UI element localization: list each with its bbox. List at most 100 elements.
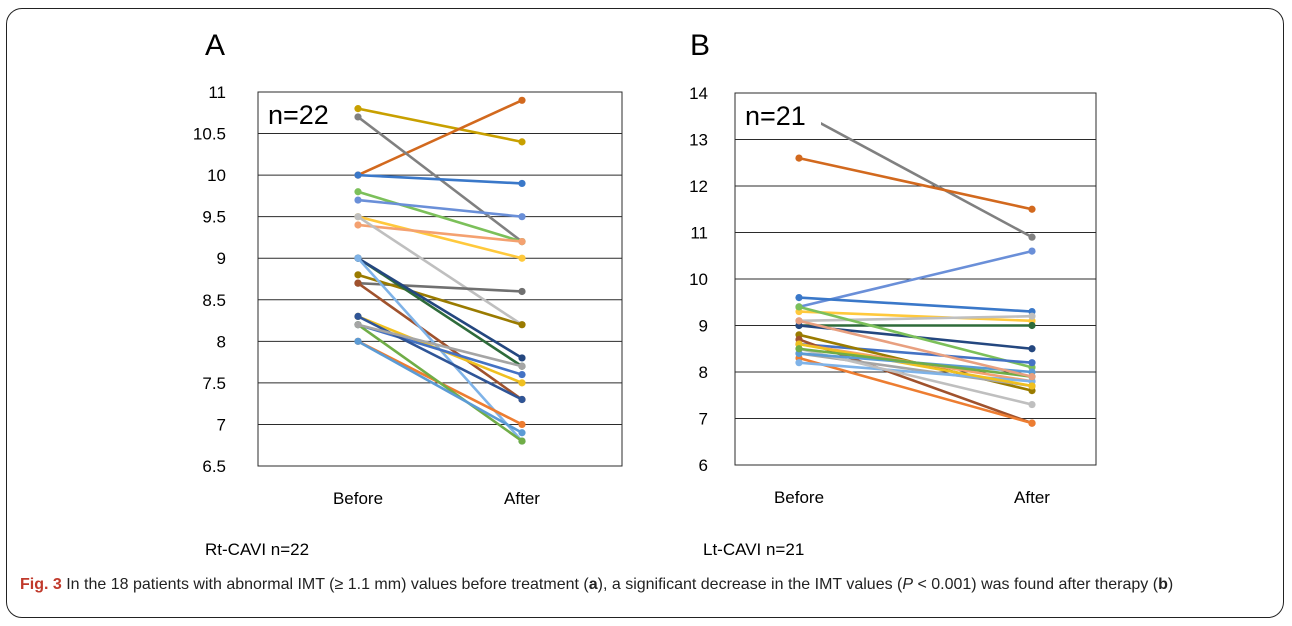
panel-a-data-point — [354, 171, 362, 179]
panel-a-y-tick-label: 8 — [217, 332, 226, 351]
panel-a-series-line — [357, 323, 523, 376]
panel-b-data-point — [795, 317, 803, 325]
panel-b-series-line — [798, 156, 1033, 211]
panel-b-series-line — [798, 342, 1033, 388]
panel-a-data-point — [354, 113, 362, 121]
panel-b-x-tick-label: After — [1014, 488, 1050, 507]
panel-a-series-line — [357, 190, 523, 243]
panel-a-series-line — [357, 223, 523, 243]
panel-b-annotation-bg — [741, 97, 821, 133]
panel-b-data-point — [1028, 419, 1036, 427]
panel-a-series-line — [357, 107, 523, 144]
panel-a-y-tick-label: 7 — [217, 415, 226, 434]
panel-a-n-annotation: n=22 — [268, 100, 329, 130]
panel-a-series-line — [357, 173, 523, 185]
panel-a-data-point — [518, 287, 526, 296]
panel-a-y-tick-label: 7.5 — [202, 374, 226, 393]
panel-a-data-point — [518, 254, 526, 262]
caption-ref-b: b — [1158, 576, 1168, 593]
panel-a-y-tick-label: 10 — [207, 166, 226, 185]
panel-a-series-line — [357, 198, 523, 218]
panel-b-data-point — [795, 294, 803, 302]
panel-b-data-point — [1028, 359, 1036, 367]
panel-a-data-point — [518, 395, 526, 404]
panel-b-y-tick-label: 9 — [699, 317, 708, 336]
panel-b-data-point — [1028, 321, 1036, 330]
panel-a-y-tick-label: 10.5 — [193, 125, 226, 144]
panel-b-y-tick-label: 8 — [699, 363, 708, 382]
panel-a-x-tick-label: After — [504, 489, 540, 508]
panel-a-annotation-bg — [264, 96, 344, 132]
panel-b-series-line — [798, 356, 1033, 425]
panel-b-series-line — [798, 319, 1033, 378]
figure-caption: Fig. 3 In the 18 patients with abnormal … — [20, 574, 1270, 596]
panel-b-y-tick-label: 12 — [689, 177, 708, 196]
panel-a-series-line — [357, 323, 523, 368]
panel-b-y-tick-label: 6 — [699, 456, 708, 475]
panel-a-subtitle: Rt-CAVI n=22 — [205, 540, 310, 559]
panel-b-data-point — [1028, 312, 1036, 320]
panel-a-series-line — [357, 340, 523, 434]
panel-a-plot-area — [257, 91, 623, 467]
panel-a-letter: A — [205, 29, 225, 62]
panel-a-y-tick-label: 8.5 — [202, 291, 226, 310]
panel-a-data-point — [518, 138, 526, 146]
panel-a-data-point — [354, 213, 362, 221]
panel-a-series-line — [357, 315, 523, 401]
panel-b-plot-area — [734, 92, 1097, 466]
panel-b-data-point — [795, 359, 803, 367]
figure-frame — [6, 8, 1284, 618]
panel-b-series-line — [798, 310, 1033, 323]
caption-p-symbol: P — [902, 576, 914, 593]
panel-a-data-point — [354, 279, 362, 287]
panel-b-n-annotation: n=21 — [745, 101, 806, 131]
panel-a-series-line — [357, 215, 523, 260]
panel-a-data-point — [518, 321, 526, 329]
panel-a-data-point — [354, 196, 362, 204]
panel-b-data-point — [795, 154, 803, 162]
panel-b-series-line — [798, 347, 1033, 406]
panel-b-y-tick-label: 14 — [689, 84, 708, 103]
panel-a-data-point — [518, 354, 526, 362]
panel-b-subtitle: Lt-CAVI n=21 — [703, 540, 805, 559]
panel-b-x-tick-label: Before — [774, 488, 824, 507]
panel-b-series-line — [798, 342, 1033, 364]
panel-b-y-tick-label: 7 — [699, 410, 708, 429]
panel-b-series-line — [798, 296, 1033, 313]
panel-a-series-line — [357, 281, 523, 293]
panel-b: B 6 7 8 9 10 11 12 13 14 Before After n=21 — [689, 29, 1097, 507]
panel-b-data-point — [795, 303, 803, 311]
panel-b-series-line — [798, 305, 1033, 369]
panel-a-data-point — [518, 238, 526, 246]
panel-a-series-line — [357, 257, 523, 360]
panel-a-y-tick-label: 9 — [217, 249, 226, 268]
panel-b-data-point — [1028, 247, 1036, 255]
panel-a-data-point — [354, 271, 362, 279]
panel-a-data-point — [354, 312, 362, 320]
panel-b-y-tick-label: 10 — [689, 270, 708, 289]
panel-b-data-point — [1028, 205, 1036, 213]
panel-a-data-point — [518, 213, 526, 221]
panel-a-series-line — [357, 323, 523, 443]
panel-b-series-line — [798, 314, 1033, 323]
panel-a-data-point — [518, 179, 526, 188]
panel-b-y-tick-label: 11 — [690, 224, 708, 243]
caption-text-4: ) — [1167, 576, 1174, 593]
panel-a-data-point — [518, 429, 526, 437]
panel-a-y-tick-label: 6.5 — [202, 457, 226, 476]
panel-a-x-tick-label: Before — [333, 489, 383, 508]
caption-text-1: In the 18 patients with abnormal IMT (≥ … — [61, 576, 589, 593]
panel-a-data-point — [354, 254, 362, 262]
panel-a-data-point — [518, 370, 526, 379]
panel-a-data-point — [518, 437, 526, 445]
panel-b-data-point — [795, 345, 803, 353]
panel-a-data-point — [354, 337, 362, 345]
panel-a-data-point — [354, 321, 362, 329]
panel-a-y-tick-label: 11 — [208, 83, 226, 102]
panel-b-data-point — [1028, 373, 1036, 381]
panel-a-data-point — [354, 105, 362, 113]
panel-b-series-line — [798, 347, 1033, 378]
panel-b-y-tick-label: 13 — [689, 131, 708, 150]
panel-a-series-line — [357, 99, 523, 177]
